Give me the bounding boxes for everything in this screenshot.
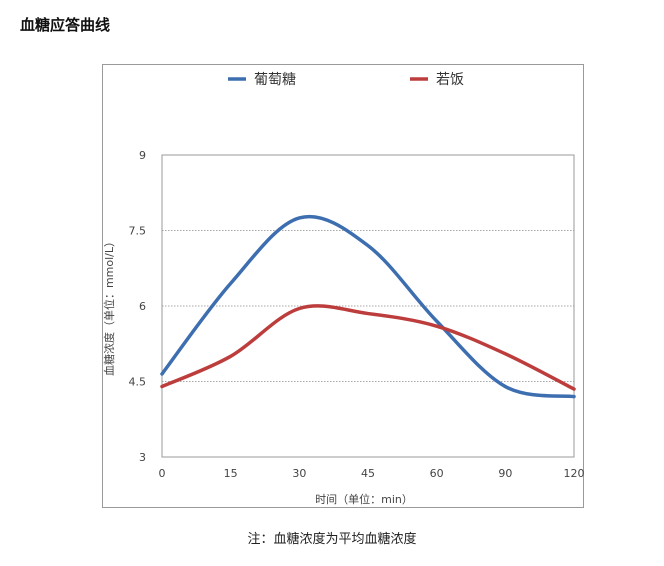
y-tick-labels: 3 4.5 6 7.5 9: [129, 149, 147, 464]
footnote: 注：血糖浓度为平均血糖浓度: [247, 532, 417, 547]
chart-frame: [102, 64, 584, 508]
page-title: 血糖应答曲线: [20, 16, 111, 34]
x-axis-title: 时间（单位：min）: [315, 492, 413, 506]
x-tick-label: 60: [430, 467, 444, 480]
x-tick-label: 120: [564, 467, 585, 480]
legend-label: 若饭: [436, 72, 464, 88]
legend-label: 葡萄糖: [254, 72, 296, 88]
x-tick-label: 30: [292, 467, 306, 480]
line-chart: 3 4.5 6 7.5 9 0 15 30 45 60 90 120 葡萄糖 若饭 时间（单位：min…: [102, 72, 585, 506]
y-axis-title: 血糖浓度（单位：mmol/L）: [102, 236, 116, 376]
y-tick-label: 6: [139, 300, 146, 313]
y-tick-label: 9: [139, 149, 146, 162]
x-tick-label: 45: [361, 467, 375, 480]
y-tick-label: 4.5: [129, 376, 147, 389]
series-line-1: [160, 304, 576, 391]
y-tick-label: 7.5: [129, 225, 147, 238]
legend: 葡萄糖 若饭: [228, 72, 464, 88]
series-line-0: [160, 214, 576, 399]
x-tick-label: 0: [159, 467, 166, 480]
x-tick-labels: 0 15 30 45 60 90 120: [159, 467, 585, 480]
x-tick-label: 90: [498, 467, 512, 480]
grid-lines: [162, 230, 574, 382]
plot-area: [161, 154, 575, 458]
x-tick-label: 15: [224, 467, 238, 480]
series-lines: [160, 214, 576, 399]
y-tick-label: 3: [139, 451, 146, 464]
